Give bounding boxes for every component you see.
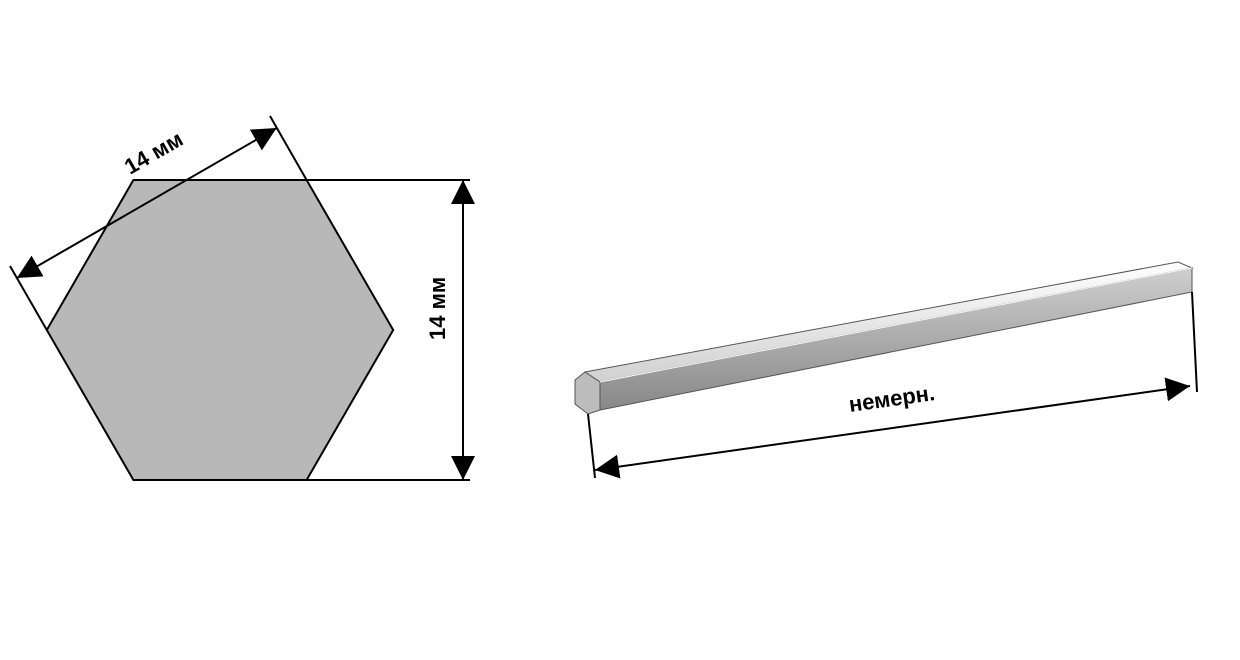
diagram-svg: 14 мм 14 мм немерн. [0, 0, 1240, 660]
ext-line [1192, 292, 1197, 392]
dim-label-right: 14 мм [425, 277, 450, 340]
dim-label-top: 14 мм [120, 126, 187, 179]
ext-line [588, 414, 595, 478]
hexagon-shape [47, 180, 393, 480]
bar-top-face [585, 262, 1192, 382]
bar-highlight [600, 268, 1192, 382]
ext-line [270, 116, 307, 180]
dim-label-length: немерн. [847, 380, 936, 417]
ext-line [10, 266, 47, 330]
diagram-stage: 14 мм 14 мм немерн. [0, 0, 1240, 660]
